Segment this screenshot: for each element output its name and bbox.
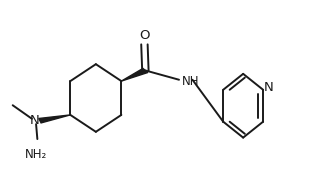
Polygon shape <box>39 115 70 123</box>
Text: N: N <box>29 114 39 127</box>
Text: NH₂: NH₂ <box>25 148 47 161</box>
Text: N: N <box>264 81 274 94</box>
Polygon shape <box>121 68 148 81</box>
Text: O: O <box>139 29 150 42</box>
Text: NH: NH <box>182 75 199 88</box>
